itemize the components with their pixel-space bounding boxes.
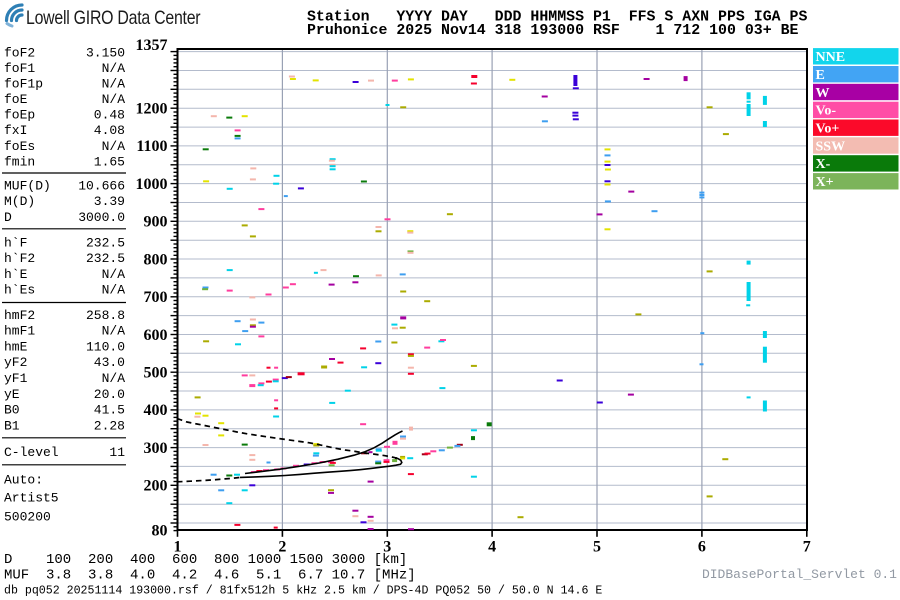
- svg-text:NNE: NNE: [816, 50, 846, 65]
- svg-text:yE: yE: [4, 387, 20, 402]
- svg-text:hmE: hmE: [4, 339, 28, 354]
- svg-text:232.5: 232.5: [86, 251, 125, 266]
- svg-text:W: W: [816, 86, 830, 101]
- svg-text:10.666: 10.666: [78, 179, 125, 194]
- svg-text:hmF2: hmF2: [4, 308, 35, 323]
- svg-text:4.08: 4.08: [94, 123, 125, 138]
- svg-text:3: 3: [383, 539, 391, 556]
- svg-text:SSW: SSW: [816, 139, 846, 154]
- svg-text:20.0: 20.0: [94, 387, 125, 402]
- svg-text:300: 300: [144, 440, 168, 457]
- svg-text:232.5: 232.5: [86, 236, 125, 251]
- svg-text:N/A: N/A: [102, 267, 126, 282]
- svg-text:1357: 1357: [136, 37, 168, 54]
- svg-text:N/A: N/A: [102, 92, 126, 107]
- svg-text:600: 600: [144, 327, 168, 344]
- svg-text:1100: 1100: [136, 138, 167, 155]
- svg-text:N/A: N/A: [102, 77, 126, 92]
- svg-text:1200: 1200: [136, 101, 168, 118]
- svg-text:5: 5: [593, 539, 601, 556]
- svg-text:B0: B0: [4, 403, 20, 418]
- svg-text:7: 7: [803, 539, 811, 556]
- svg-text:41.5: 41.5: [94, 403, 125, 418]
- svg-text:N/A: N/A: [102, 324, 126, 339]
- svg-text:2.28: 2.28: [94, 418, 125, 433]
- svg-text:X+: X+: [816, 175, 834, 190]
- svg-text:258.8: 258.8: [86, 308, 125, 323]
- svg-text:fmin: fmin: [4, 154, 35, 169]
- svg-text:Artist5: Artist5: [4, 491, 59, 506]
- svg-text:1.65: 1.65: [94, 154, 125, 169]
- svg-text:400: 400: [144, 402, 168, 419]
- svg-text:500200: 500200: [4, 509, 51, 524]
- svg-text:D 100 200 400 600 800 1: D 100 200 400 600 800 1000 1500 3000 [km…: [4, 552, 407, 568]
- svg-text:0.48: 0.48: [94, 108, 125, 123]
- svg-text:foF2: foF2: [4, 46, 35, 61]
- svg-text:h`F2: h`F2: [4, 251, 35, 266]
- svg-text:43.0: 43.0: [94, 355, 125, 370]
- svg-text:N/A: N/A: [102, 371, 126, 386]
- svg-text:yF1: yF1: [4, 371, 28, 386]
- svg-text:db pq052 20251114 193000.rsf /: db pq052 20251114 193000.rsf / 81fx512h …: [4, 585, 602, 598]
- svg-text:foF1p: foF1p: [4, 77, 43, 92]
- svg-text:3.39: 3.39: [94, 194, 125, 209]
- svg-text:3.150: 3.150: [86, 46, 125, 61]
- svg-text:foE: foE: [4, 92, 28, 107]
- svg-text:4: 4: [488, 539, 496, 556]
- svg-text:1: 1: [174, 539, 182, 556]
- svg-text:h`F: h`F: [4, 236, 27, 251]
- svg-text:D: D: [4, 210, 12, 225]
- svg-text:Vo+: Vo+: [816, 122, 840, 137]
- svg-text:DIDBasePortal_Servlet 0.1: DIDBasePortal_Servlet 0.1: [702, 567, 897, 582]
- svg-text:h`Es: h`Es: [4, 283, 35, 298]
- svg-text:6: 6: [698, 539, 706, 556]
- svg-text:Lowell GIRO Data Center: Lowell GIRO Data Center: [26, 6, 201, 28]
- svg-text:B1: B1: [4, 418, 20, 433]
- svg-text:fxI: fxI: [4, 123, 27, 138]
- svg-text:E: E: [816, 68, 825, 83]
- svg-text:C-level: C-level: [4, 445, 59, 460]
- svg-text:3000.0: 3000.0: [78, 210, 125, 225]
- svg-text:Pruhonice 2025 Nov14 318 19300: Pruhonice 2025 Nov14 318 193000 RSF 1 71…: [307, 23, 799, 39]
- svg-text:M(D): M(D): [4, 194, 35, 209]
- svg-text:110.0: 110.0: [86, 339, 125, 354]
- svg-text:Auto:: Auto:: [4, 472, 43, 487]
- svg-text:700: 700: [144, 289, 168, 306]
- svg-text:N/A: N/A: [102, 139, 126, 154]
- svg-text:900: 900: [144, 214, 168, 231]
- svg-text:800: 800: [144, 251, 168, 268]
- svg-text:X-: X-: [816, 157, 831, 172]
- svg-text:hmF1: hmF1: [4, 324, 35, 339]
- svg-text:h`E: h`E: [4, 267, 28, 282]
- svg-text:foF1: foF1: [4, 61, 35, 76]
- svg-text:2: 2: [278, 539, 286, 556]
- svg-text:11: 11: [109, 445, 125, 460]
- svg-text:yF2: yF2: [4, 355, 27, 370]
- svg-text:N/A: N/A: [102, 283, 126, 298]
- svg-text:1000: 1000: [136, 176, 168, 193]
- svg-text:500: 500: [144, 365, 168, 382]
- svg-text:Vo-: Vo-: [816, 104, 837, 119]
- svg-text:Station YYYY DAY DDD HHMMS: Station YYYY DAY DDD HHMMSS P1 FFS S AXN…: [307, 10, 807, 26]
- svg-text:foEs: foEs: [4, 139, 35, 154]
- svg-text:MUF 3.8 3.8 4.0 4.2 4.6: MUF 3.8 3.8 4.0 4.2 4.6 5.1 6.7 10.7 [MH…: [4, 567, 416, 583]
- svg-text:foEp: foEp: [4, 108, 35, 123]
- svg-text:MUF(D): MUF(D): [4, 179, 51, 194]
- svg-text:80: 80: [152, 523, 168, 540]
- svg-text:N/A: N/A: [102, 61, 126, 76]
- svg-text:200: 200: [144, 478, 168, 495]
